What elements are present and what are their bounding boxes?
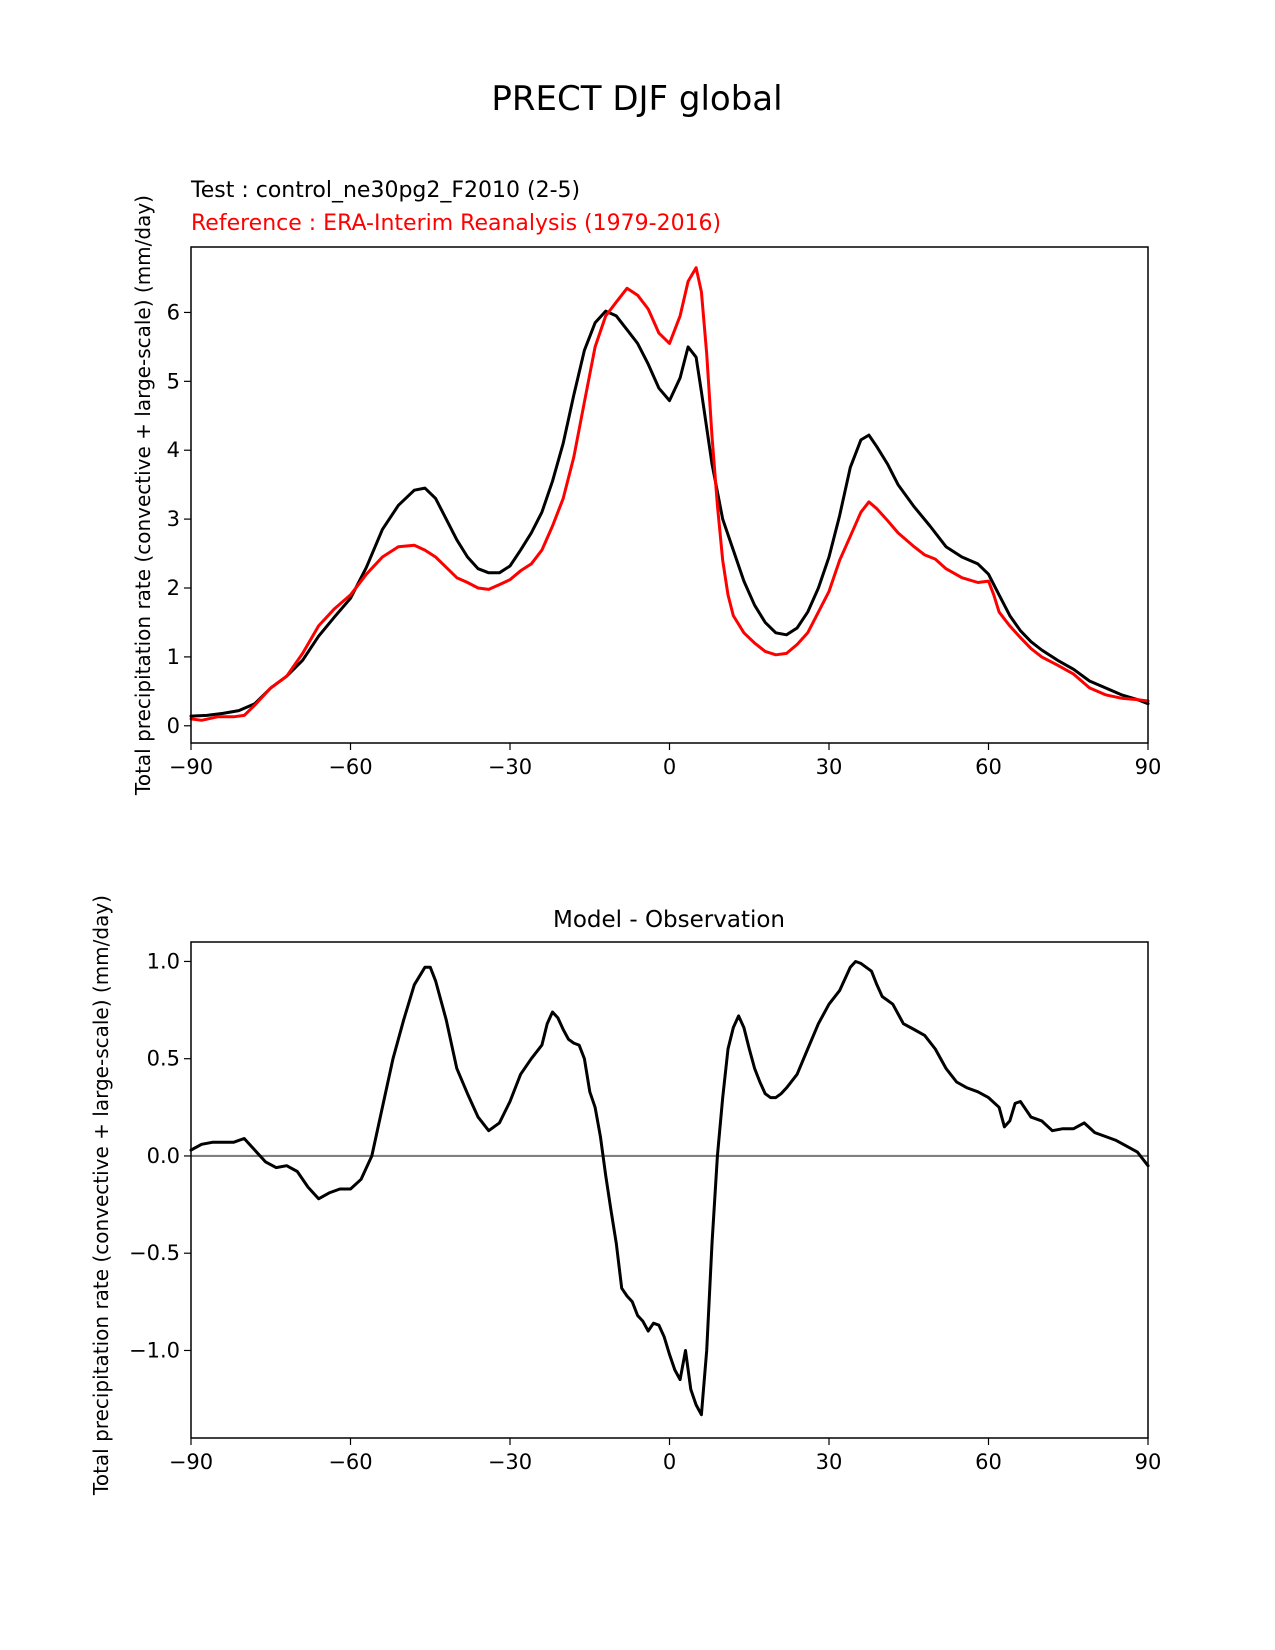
top-plot-frame	[190, 246, 1149, 744]
bottom-ytick-label: 0.5	[147, 1047, 180, 1071]
top-ylabel: Total precipitation rate (convective + l…	[131, 195, 155, 796]
bottom-ticks: −90 −60 −30 0 30 60 90 1.0 0.5 0.0 −0.5 −1.0	[129, 949, 1161, 1474]
top-series-reference	[189, 266, 1150, 722]
top-xtick-label: −90	[169, 755, 213, 779]
bottom-series-model-observation	[189, 960, 1150, 1417]
top-series-test	[189, 309, 1150, 718]
top-ticks: −90 −60 −30 0 30 60 90 0 1 2 3 4 5 6	[167, 300, 1162, 779]
top-ytick-label: 2	[167, 576, 180, 600]
bottom-ytick-label: 0.0	[147, 1144, 180, 1168]
bottom-plot-frame	[190, 941, 1149, 1439]
top-lines	[189, 266, 1150, 722]
top-ytick-label: 6	[167, 300, 180, 324]
top-ytick-label: 0	[167, 714, 180, 738]
top-ytick-label: 3	[167, 507, 180, 531]
bottom-xtick-label: 30	[816, 1450, 843, 1474]
bottom-ytick-label: 1.0	[147, 949, 180, 973]
bottom-xtick-label: −30	[488, 1450, 532, 1474]
top-xtick-label: −60	[328, 755, 372, 779]
bottom-ytick-label: −1.0	[129, 1338, 180, 1362]
top-panel: Test : control_ne30pg2_F2010 (2-5) Refer…	[131, 178, 1161, 796]
bottom-xtick-label: 90	[1135, 1450, 1162, 1474]
bottom-lines	[189, 960, 1150, 1417]
top-xtick-label: 30	[816, 755, 843, 779]
figure-title: PRECT DJF global	[491, 79, 782, 119]
test-label: Test : control_ne30pg2_F2010 (2-5)	[190, 178, 580, 203]
bottom-xtick-label: −60	[328, 1450, 372, 1474]
bottom-panel: Model - Observation Total precipitation …	[89, 895, 1161, 1496]
bottom-title: Model - Observation	[553, 907, 785, 933]
bottom-ytick-label: −0.5	[129, 1241, 180, 1265]
top-xtick-label: 0	[663, 755, 676, 779]
bottom-xtick-label: 60	[975, 1450, 1002, 1474]
bottom-ylabel: Total precipitation rate (convective + l…	[89, 895, 113, 1496]
bottom-xtick-label: 0	[663, 1450, 676, 1474]
bottom-xtick-label: −90	[169, 1450, 213, 1474]
reference-label: Reference : ERA-Interim Reanalysis (1979…	[191, 211, 721, 236]
top-ytick-label: 1	[167, 645, 180, 669]
top-xtick-label: −30	[488, 755, 532, 779]
top-ytick-label: 5	[167, 369, 180, 393]
top-ytick-label: 4	[167, 438, 180, 462]
top-xtick-label: 60	[975, 755, 1002, 779]
top-xtick-label: 90	[1135, 755, 1162, 779]
